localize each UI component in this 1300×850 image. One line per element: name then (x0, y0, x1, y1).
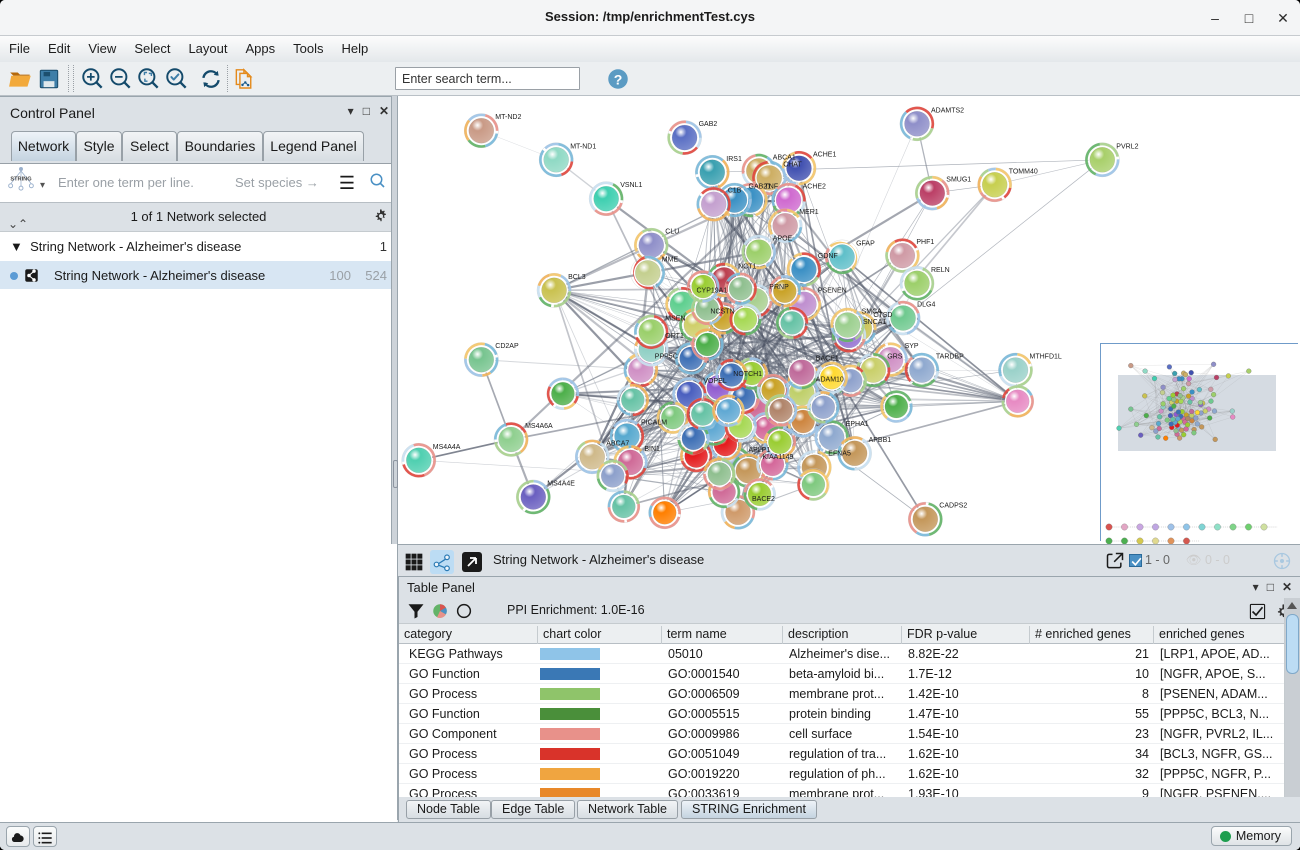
svg-text:GAB21: GAB21 (749, 184, 772, 191)
svg-text:MER1: MER1 (799, 209, 819, 216)
svg-text:PVRL2: PVRL2 (1116, 143, 1138, 150)
svg-text:ABCA1: ABCA1 (773, 154, 796, 161)
svg-text:BACE1: BACE1 (816, 356, 839, 363)
svg-text:APLP1: APLP1 (749, 447, 771, 454)
svg-text:VSNL1: VSNL1 (620, 182, 642, 189)
svg-text:C1B: C1B (728, 188, 742, 195)
svg-text:ABCA7: ABCA7 (606, 440, 629, 447)
svg-text:CLU: CLU (665, 229, 679, 236)
svg-text:MME: MME (662, 256, 679, 263)
svg-text:CADPS2: CADPS2 (939, 503, 967, 510)
svg-text:ACHE2: ACHE2 (803, 184, 826, 191)
svg-text:DLG4: DLG4 (917, 302, 935, 309)
svg-text:EPHA1: EPHA1 (846, 421, 869, 428)
svg-text:SMUG1: SMUG1 (946, 177, 971, 184)
svg-text:MTHFD1L: MTHFD1L (1030, 354, 1062, 361)
svg-text:RELN: RELN (931, 267, 950, 274)
svg-text:MS4A4E: MS4A4E (547, 481, 575, 488)
svg-text:APOE: APOE (773, 236, 793, 243)
svg-text:NOTCH1: NOTCH1 (733, 371, 762, 378)
svg-text:PSENEN: PSENEN (818, 288, 847, 295)
svg-text:VOPEL: VOPEL (703, 378, 726, 385)
svg-text:ADAMTS2: ADAMTS2 (931, 107, 964, 114)
svg-text:GFAP: GFAP (856, 241, 875, 248)
svg-text:CD2AP: CD2AP (495, 343, 519, 350)
svg-text:BACE2: BACE2 (752, 496, 775, 503)
svg-text:PICALM: PICALM (641, 420, 667, 427)
svg-text:GDNF: GDNF (818, 253, 838, 260)
svg-text:MT-ND1: MT-ND1 (570, 143, 596, 150)
svg-text:?: ? (614, 71, 623, 87)
svg-text:ADAM10: ADAM10 (816, 377, 844, 384)
svg-text:KIAA1149: KIAA1149 (762, 454, 793, 461)
svg-text:SYP: SYP (905, 343, 919, 350)
svg-text:PHF1: PHF1 (916, 239, 934, 246)
svg-text:IRS1: IRS1 (726, 156, 742, 163)
svg-text:EFNA5: EFNA5 (828, 451, 851, 458)
svg-text:ACHE1: ACHE1 (813, 152, 836, 159)
svg-text:ORT1: ORT1 (665, 333, 684, 340)
svg-text:BIN1: BIN1 (644, 446, 660, 453)
svg-text:MS4A6A: MS4A6A (525, 423, 553, 430)
svg-text:BCL3: BCL3 (568, 274, 586, 281)
svg-text:TOMM40: TOMM40 (1009, 168, 1038, 175)
svg-text:GAB2: GAB2 (699, 121, 718, 128)
svg-text:PRNP: PRNP (769, 284, 789, 291)
svg-text:MT-ND2: MT-ND2 (495, 114, 521, 121)
svg-text:NCT1: NCT1 (738, 263, 756, 270)
svg-text:CYP19A1: CYP19A1 (697, 288, 728, 295)
svg-text:SMCA: SMCA (862, 309, 883, 316)
svg-text:APBB1: APBB1 (869, 437, 892, 444)
svg-text:TARDBP: TARDBP (936, 354, 964, 361)
svg-text:MS4A4A: MS4A4A (433, 444, 461, 451)
svg-text:SNCA1: SNCA1 (863, 319, 886, 326)
svg-text:PPP5C: PPP5C (655, 354, 678, 361)
svg-text:CHAT: CHAT (783, 161, 802, 168)
svg-text:STRING: STRING (10, 177, 32, 183)
svg-text:MSEN: MSEN (665, 315, 685, 322)
svg-text:GRS: GRS (887, 354, 903, 361)
svg-text:NCSTN: NCSTN (710, 309, 734, 316)
